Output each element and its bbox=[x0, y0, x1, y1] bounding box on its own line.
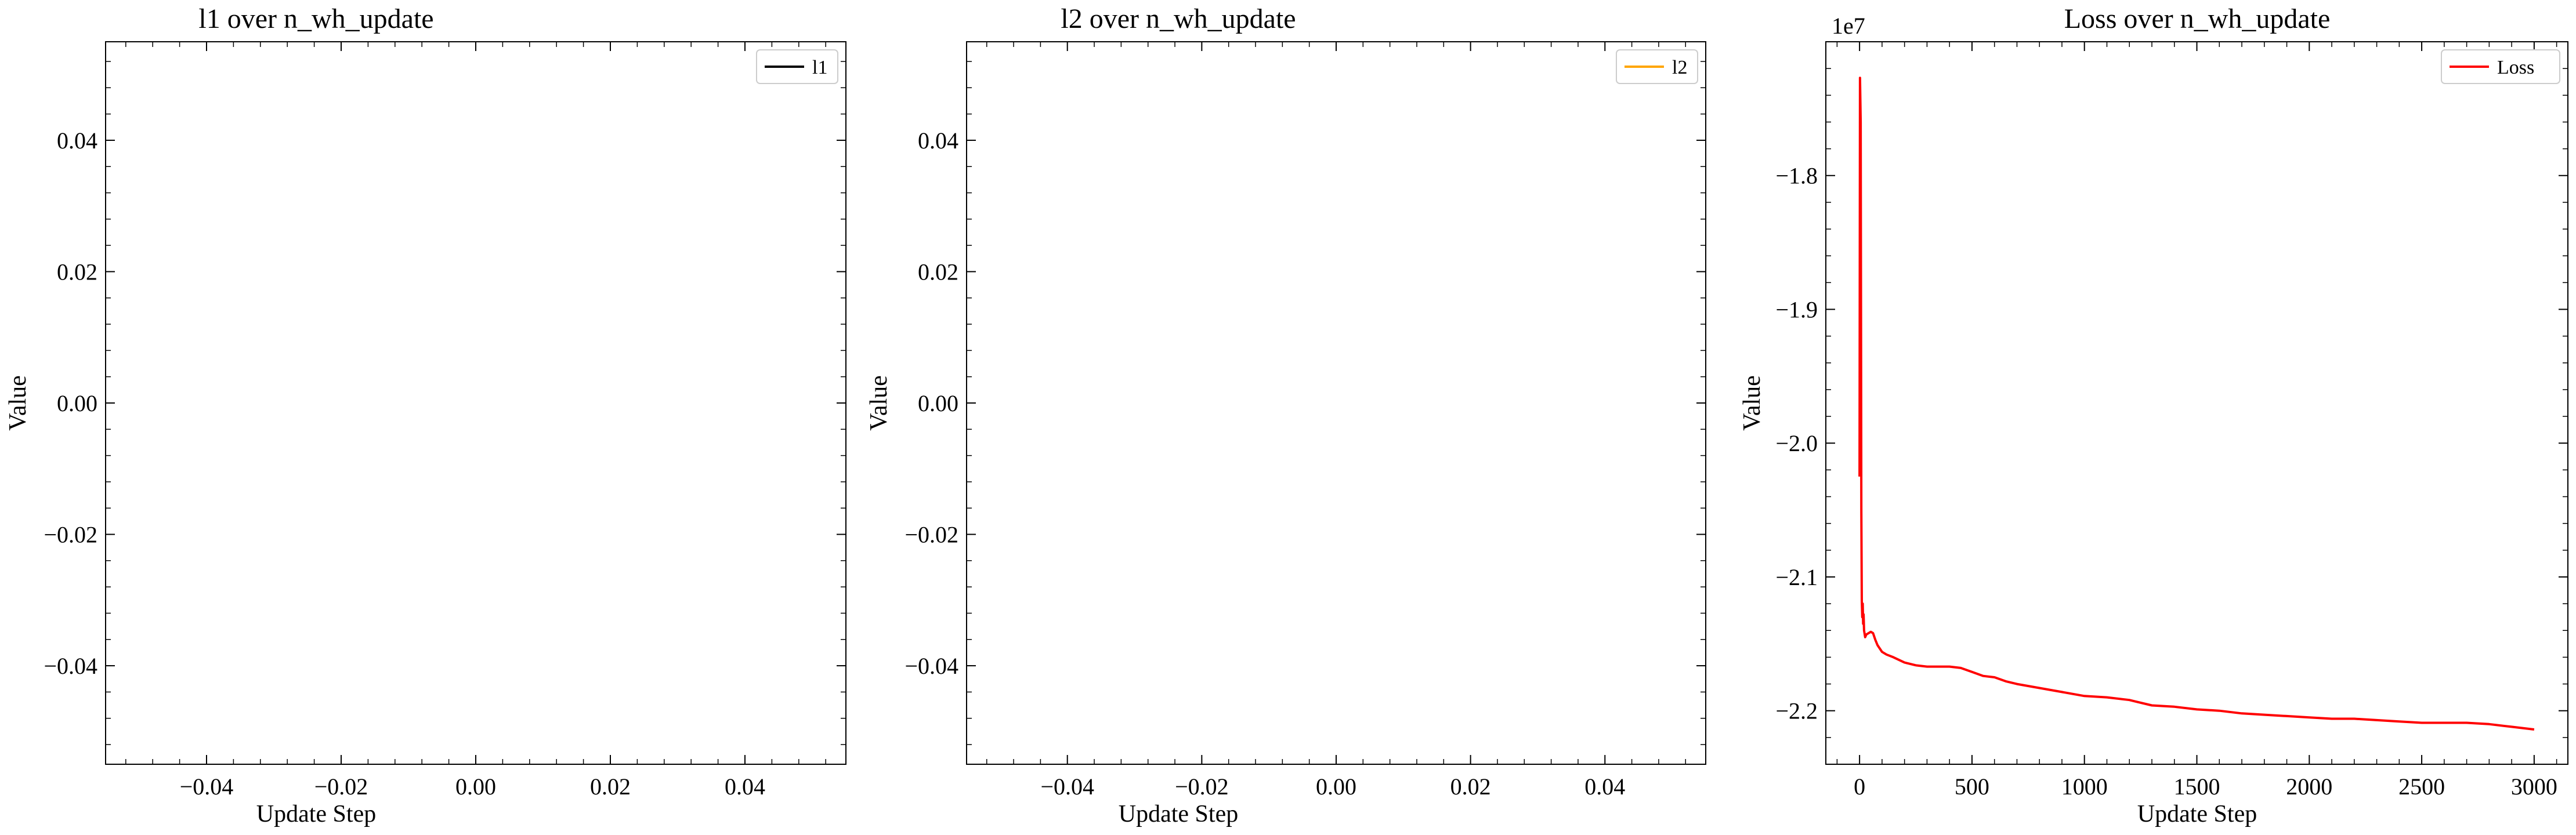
plot-frame bbox=[105, 41, 846, 765]
x-tick-label: 1500 bbox=[2174, 774, 2220, 800]
y-tick-label: −2.0 bbox=[1775, 430, 1818, 456]
y-tick-label: −2.1 bbox=[1775, 564, 1818, 590]
legend-label: Loss bbox=[2497, 57, 2534, 78]
plot-frame bbox=[1825, 41, 2568, 765]
x-tick-label: −0.04 bbox=[180, 774, 234, 800]
series-line-loss bbox=[1858, 77, 2535, 731]
subplot-l1: l1 over n_wh_update −0.04 −0.02 0.00 0.02 0.… bbox=[5, 3, 846, 827]
x-tick-label: 0.02 bbox=[590, 774, 631, 800]
legend-label: l2 bbox=[1672, 57, 1687, 78]
chart-title: l2 over n_wh_update bbox=[1061, 3, 1296, 34]
y-tick-label: −0.02 bbox=[44, 522, 97, 548]
y-tick-label: 0.04 bbox=[57, 128, 97, 154]
y-axis-label: Value bbox=[866, 375, 892, 431]
x-tick-label: 0.00 bbox=[455, 774, 496, 800]
x-tick-label: −0.04 bbox=[1040, 774, 1094, 800]
x-tick-label: 2000 bbox=[2286, 774, 2332, 800]
subplot-l2: l2 over n_wh_update −0.04 −0.02 0.00 0.02 0.… bbox=[866, 3, 1706, 827]
x-tick-label: 0.02 bbox=[1450, 774, 1491, 800]
x-tick-label: 3000 bbox=[2511, 774, 2557, 800]
chart-title: l1 over n_wh_update bbox=[198, 3, 433, 34]
x-tick-label: 0.00 bbox=[1316, 774, 1356, 800]
x-tick-label: 0 bbox=[1854, 774, 1865, 800]
plot-frame bbox=[966, 41, 1706, 765]
x-tick-label: 1000 bbox=[2061, 774, 2108, 800]
subplot-loss: Loss over n_wh_update 1e7 0 500 1000 1500 20… bbox=[1739, 3, 2568, 827]
y-tick-label: −1.9 bbox=[1775, 296, 1818, 322]
y-tick-label: −2.2 bbox=[1775, 698, 1818, 724]
legend-label: l1 bbox=[812, 57, 827, 78]
y-axis-label: Value bbox=[5, 375, 31, 431]
y-tick-label: 0.04 bbox=[918, 128, 958, 154]
y-tick-label: 0.02 bbox=[918, 259, 958, 285]
chart-title: Loss over n_wh_update bbox=[2064, 3, 2331, 34]
y-tick-label: 0.00 bbox=[57, 390, 97, 416]
x-axis-label: Update Step bbox=[2137, 801, 2257, 827]
y-tick-label: −0.04 bbox=[905, 653, 958, 679]
legend: l2 bbox=[1616, 49, 1698, 84]
plot-area: −0.04 −0.02 0.00 0.02 0.04 −0.04 −0.02 0.00 0.02… bbox=[44, 41, 846, 800]
y-tick-label: −0.02 bbox=[905, 522, 958, 548]
x-tick-label: 0.04 bbox=[1584, 774, 1625, 800]
y-axis-offset-text: 1e7 bbox=[1832, 13, 1865, 39]
x-tick-label: −0.02 bbox=[314, 774, 368, 800]
x-axis-label: Update Step bbox=[256, 801, 376, 827]
x-tick-label: 500 bbox=[1955, 774, 1989, 800]
y-tick-label: 0.02 bbox=[57, 259, 97, 285]
legend: Loss bbox=[2441, 49, 2560, 84]
plot-area: −0.04 −0.02 0.00 0.02 0.04 −0.04 −0.02 0.00 0.02… bbox=[905, 41, 1706, 800]
legend-box bbox=[2441, 49, 2560, 84]
y-tick-label: −0.04 bbox=[44, 653, 97, 679]
x-tick-label: 0.04 bbox=[725, 774, 765, 800]
legend: l1 bbox=[756, 49, 838, 84]
y-tick-label: 0.00 bbox=[918, 390, 958, 416]
x-tick-label: −0.02 bbox=[1175, 774, 1229, 800]
y-axis-label: Value bbox=[1739, 375, 1765, 431]
x-axis-label: Update Step bbox=[1119, 801, 1238, 827]
x-tick-label: 2500 bbox=[2398, 774, 2445, 800]
plot-area: 0 500 1000 1500 2000 2500 3000 −2.2 −2.1 −2.0 −1.9… bbox=[1775, 41, 2568, 800]
y-tick-label: −1.8 bbox=[1775, 163, 1818, 189]
